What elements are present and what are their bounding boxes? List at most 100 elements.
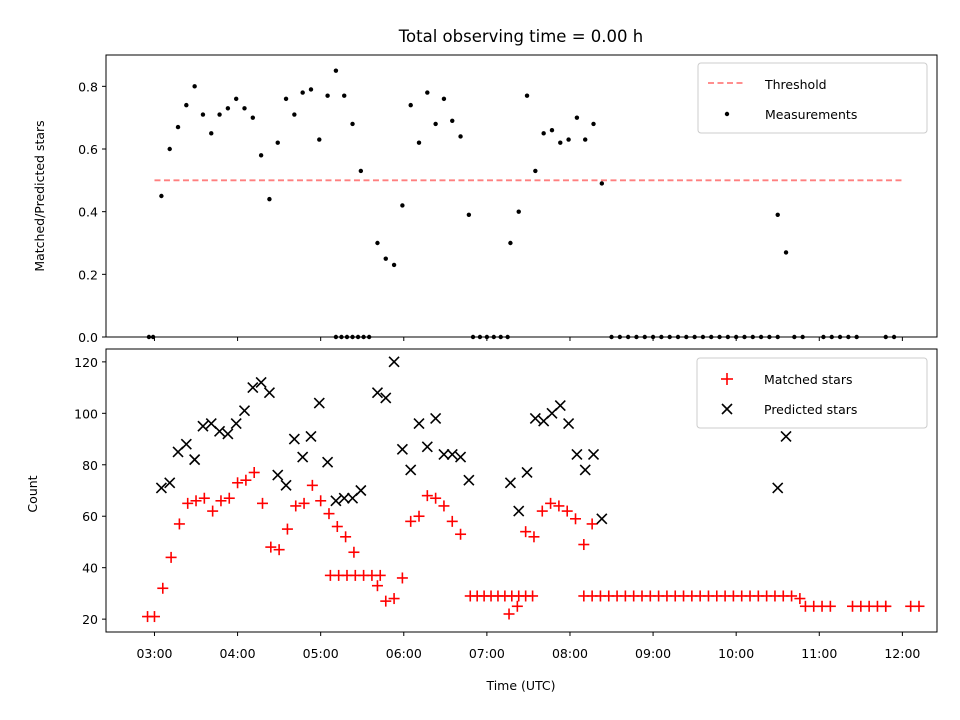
predicted-marker-b (405, 464, 417, 476)
measurement-point (549, 128, 555, 133)
predicted-star-marker (571, 448, 583, 461)
bottom-y-tick-label: 20 (82, 612, 98, 627)
bottom-x-tick-label: 10:00 (718, 646, 754, 661)
measurement-point (458, 134, 463, 139)
predicted-star-marker (405, 464, 417, 476)
predicted-marker-b (513, 505, 525, 517)
predicted-marker-b (571, 448, 583, 461)
predicted-star-marker (780, 430, 792, 443)
matched-star-marker (511, 600, 523, 612)
matched-star-marker (586, 518, 598, 530)
matched-star-marker (198, 492, 210, 504)
matched-star-marker (257, 497, 269, 509)
top-y-tick-label: 0.4 (78, 205, 98, 220)
predicted-marker-b (563, 418, 575, 430)
predicted-marker-b (529, 412, 541, 425)
measurement-point (441, 96, 447, 102)
measurement-point (541, 131, 546, 136)
predicted-marker-b (230, 418, 242, 430)
predicted-star-marker (454, 451, 467, 463)
predicted-star-marker (463, 474, 475, 486)
legend-measurements-label: Measurements (765, 107, 857, 122)
predicted-marker-b (579, 464, 591, 476)
predicted-star-marker (371, 387, 384, 399)
matched-star-marker (223, 492, 235, 504)
predicted-marker-b (554, 400, 566, 412)
top-plot-frame (105, 54, 938, 338)
matched-star-marker (240, 474, 252, 486)
measurement-point (200, 112, 206, 117)
predicted-marker-b (388, 356, 400, 368)
matched-star-marker (520, 526, 532, 538)
measurement-point (508, 240, 513, 246)
matched-star-marker (306, 479, 318, 491)
bottom-plot-frame (105, 348, 938, 633)
bottom-y-axis-label: Count (25, 475, 40, 512)
predicted-marker-b (596, 513, 608, 525)
matched-star-marker (388, 593, 400, 605)
matched-star-marker (173, 518, 185, 530)
predicted-star-marker (529, 412, 541, 425)
bottom-legend-box (696, 357, 928, 429)
measurement-point (425, 90, 430, 95)
bottom-panel: 20 40 60 80 100 120 03:00 04:00 05:00 06:00 07:00 0… (74, 355, 925, 661)
matched-star-marker (165, 551, 177, 563)
predicted-star-marker (596, 513, 608, 525)
matched-star-marker (371, 580, 383, 592)
matched-star-marker (880, 600, 892, 612)
matched-star-marker (374, 569, 386, 581)
predicted-marker-b (330, 495, 342, 507)
measurement-point (583, 137, 588, 142)
predicted-marker-b (280, 479, 292, 491)
predicted-star-marker (322, 456, 334, 468)
top-y-tick-label: 0.8 (78, 79, 98, 94)
matched-star-marker (348, 546, 360, 558)
predicted-star-marker (438, 448, 450, 461)
predicted-marker-b (247, 382, 259, 394)
predicted-star-marker (280, 479, 292, 491)
matched-star-marker (207, 505, 219, 517)
bottom-x-tick-label: 12:00 (884, 646, 920, 661)
predicted-star-marker (180, 438, 192, 450)
bottom-x-tick-label: 05:00 (303, 646, 339, 661)
matched-star-marker (248, 466, 260, 478)
measurement-point (192, 84, 197, 89)
predicted-marker-b (413, 418, 425, 430)
matched-star-marker (340, 531, 352, 543)
predicted-marker-b (313, 397, 325, 409)
legend-predicted-label: Predicted stars (764, 402, 857, 417)
legend-matched-swatch (721, 373, 733, 385)
predicted-marker-b (297, 451, 309, 463)
legend-predicted-swatch (721, 403, 733, 415)
predicted-marker-b (396, 443, 408, 455)
matched-star-marker (455, 528, 467, 540)
predicted-star-marker (421, 441, 433, 453)
matched-star-marker (405, 515, 417, 527)
bottom-y-tick-label: 40 (82, 561, 98, 576)
measurement-point (317, 137, 322, 142)
measurement-point (167, 146, 172, 152)
matched-star-marker (298, 497, 310, 509)
predicted-marker-b (222, 428, 234, 440)
matched-star-marker (323, 508, 335, 520)
measurement-point (400, 203, 405, 208)
predicted-marker-b (521, 466, 533, 479)
predicted-star-marker (313, 397, 325, 409)
measurement-point (283, 96, 289, 102)
matched-star-marker (430, 492, 442, 504)
predicted-marker-b (504, 477, 516, 489)
predicted-marker-b (438, 448, 450, 461)
matched-star-marker (190, 495, 202, 507)
matched-star-marker (396, 572, 408, 584)
predicted-star-marker (272, 469, 284, 481)
matched-star-marker (561, 505, 573, 517)
top-legend: Threshold Measurements (697, 62, 928, 134)
measurement-point (242, 106, 247, 111)
measurement-point (450, 118, 455, 124)
bottom-x-tick-label: 04:00 (220, 646, 256, 661)
predicted-star-marker (247, 382, 259, 394)
measurement-point (383, 256, 388, 261)
measurement-point (524, 93, 530, 98)
predicted-marker-b (338, 492, 350, 504)
predicted-star-marker (413, 418, 425, 430)
